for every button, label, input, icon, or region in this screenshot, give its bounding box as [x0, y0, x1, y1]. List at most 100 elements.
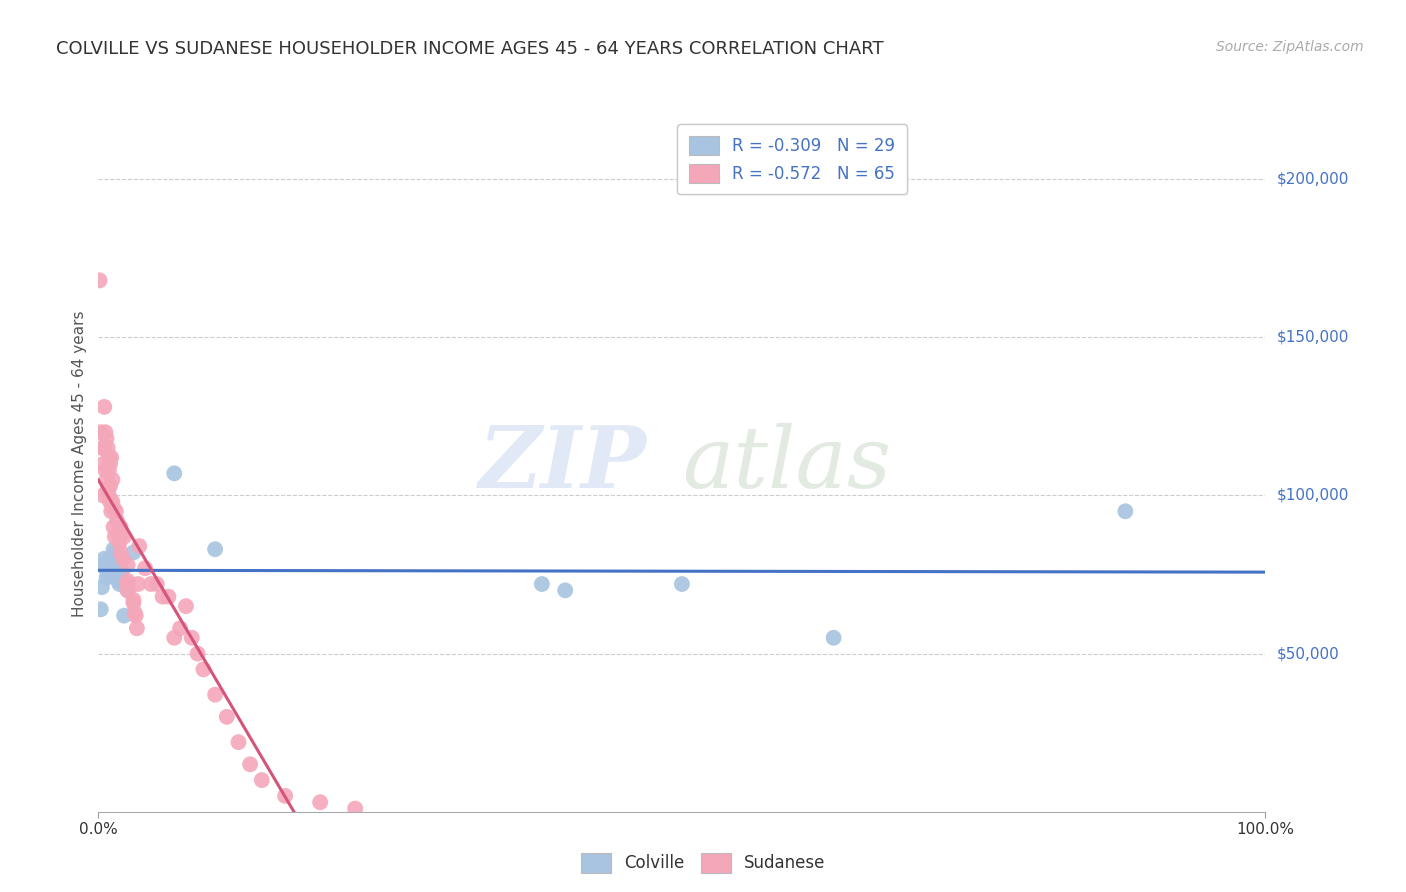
Point: [274, 789, 297, 803]
Point: [823, 631, 845, 645]
Point: [117, 583, 139, 598]
Point: [180, 631, 202, 645]
Text: atlas: atlas: [682, 423, 891, 505]
Point: [94, 561, 117, 575]
Point: [554, 583, 576, 598]
Point: [105, 561, 128, 575]
Point: [125, 608, 148, 623]
Point: [107, 574, 129, 588]
Point: [101, 495, 124, 509]
Legend: R = -0.309   N = 29, R = -0.572   N = 65: R = -0.309 N = 29, R = -0.572 N = 65: [678, 124, 907, 194]
Text: $200,000: $200,000: [1277, 172, 1348, 186]
Point: [127, 577, 149, 591]
Point: [104, 530, 127, 544]
Point: [157, 590, 180, 604]
Text: COLVILLE VS SUDANESE HOUSEHOLDER INCOME AGES 45 - 64 YEARS CORRELATION CHART: COLVILLE VS SUDANESE HOUSEHOLDER INCOME …: [56, 40, 884, 58]
Point: [111, 565, 134, 579]
Point: [98, 457, 121, 471]
Text: $100,000: $100,000: [1277, 488, 1348, 503]
Point: [107, 526, 129, 541]
Text: $150,000: $150,000: [1277, 330, 1348, 345]
Point: [110, 571, 132, 585]
Point: [124, 606, 146, 620]
Point: [93, 441, 115, 455]
Point: [98, 479, 121, 493]
Point: [671, 577, 693, 591]
Point: [91, 558, 114, 572]
Text: Source: ZipAtlas.com: Source: ZipAtlas.com: [1216, 40, 1364, 54]
Point: [117, 574, 139, 588]
Point: [122, 545, 145, 559]
Point: [91, 488, 114, 502]
Point: [193, 662, 215, 676]
Point: [204, 542, 226, 557]
Point: [117, 583, 139, 598]
Point: [94, 425, 117, 440]
Point: [97, 482, 120, 496]
Point: [98, 495, 121, 509]
Point: [103, 501, 125, 516]
Point: [104, 504, 127, 518]
Point: [100, 565, 122, 579]
Point: [100, 450, 122, 465]
Point: [169, 621, 191, 635]
Point: [108, 536, 131, 550]
Legend: Colville, Sudanese: Colville, Sudanese: [574, 847, 832, 880]
Point: [94, 463, 117, 477]
Point: [103, 542, 125, 557]
Point: [117, 558, 139, 572]
Point: [122, 592, 145, 607]
Point: [105, 514, 128, 528]
Point: [103, 520, 125, 534]
Point: [134, 561, 156, 575]
Point: [344, 801, 367, 815]
Point: [90, 580, 112, 594]
Point: [91, 457, 114, 471]
Point: [163, 467, 186, 481]
Point: [89, 273, 111, 287]
Point: [96, 473, 118, 487]
Y-axis label: Householder Income Ages 45 - 64 years: Householder Income Ages 45 - 64 years: [72, 310, 87, 617]
Point: [139, 577, 162, 591]
Point: [122, 596, 145, 610]
Point: [174, 599, 197, 614]
Point: [97, 555, 120, 569]
Point: [90, 441, 112, 455]
Text: $50,000: $50,000: [1277, 646, 1340, 661]
Point: [239, 757, 262, 772]
Point: [117, 577, 139, 591]
Point: [309, 795, 332, 809]
Point: [128, 539, 150, 553]
Point: [228, 735, 250, 749]
Point: [96, 432, 118, 446]
Point: [97, 450, 120, 465]
Point: [204, 688, 226, 702]
Point: [93, 551, 115, 566]
Point: [112, 608, 135, 623]
Point: [163, 631, 186, 645]
Point: [97, 567, 120, 582]
Point: [97, 488, 120, 502]
Point: [110, 520, 132, 534]
Point: [152, 590, 174, 604]
Point: [530, 577, 553, 591]
Point: [104, 567, 127, 582]
Point: [93, 400, 115, 414]
Point: [97, 463, 120, 477]
Point: [111, 526, 134, 541]
Point: [101, 558, 124, 572]
Point: [96, 571, 118, 585]
Point: [101, 473, 124, 487]
Point: [90, 602, 112, 616]
Point: [187, 647, 209, 661]
Text: ZIP: ZIP: [479, 422, 647, 506]
Point: [250, 773, 273, 788]
Point: [98, 551, 121, 566]
Point: [1114, 504, 1136, 518]
Point: [110, 545, 132, 559]
Point: [146, 577, 169, 591]
Point: [90, 425, 112, 440]
Point: [112, 530, 135, 544]
Point: [104, 545, 127, 559]
Point: [100, 504, 122, 518]
